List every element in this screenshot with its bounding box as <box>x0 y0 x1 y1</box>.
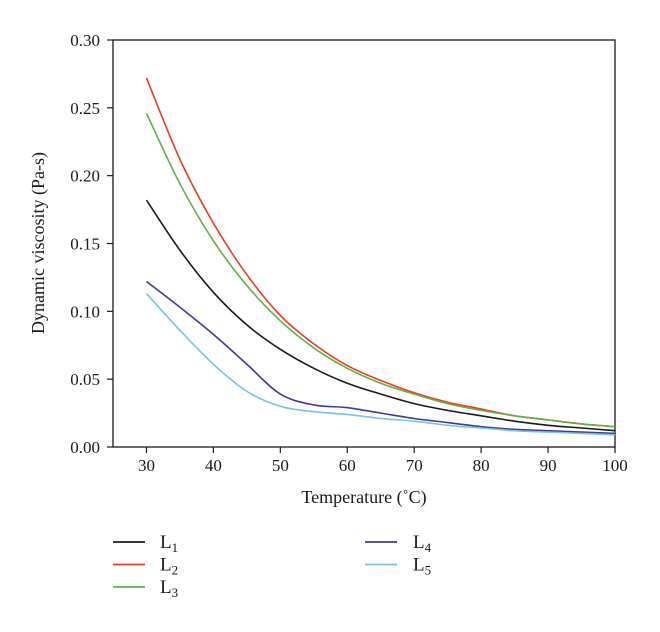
legend-label-subscript: 3 <box>172 585 179 600</box>
legend-label-l5: L5 <box>413 555 431 578</box>
y-tick-label: 0.20 <box>70 167 100 186</box>
x-tick-label: 80 <box>473 456 490 475</box>
x-tick-label: 60 <box>339 456 356 475</box>
x-tick-label: 30 <box>138 456 155 475</box>
legend-label-l1: L1 <box>160 532 178 555</box>
legend-label-base: L <box>413 555 425 576</box>
legend-label-base: L <box>413 532 425 553</box>
legend-label-subscript: 1 <box>172 540 179 555</box>
x-tick-label: 70 <box>406 456 423 475</box>
x-axis: 30 40 50 60 70 80 90 100 <box>138 447 628 475</box>
legend-label-base: L <box>160 577 172 598</box>
legend-label-subscript: 4 <box>425 540 432 555</box>
series-line-l5 <box>145 293 616 436</box>
plot-area-frame <box>112 39 616 448</box>
legend-label-l4: L4 <box>413 532 432 555</box>
series-line-l3 <box>145 112 616 428</box>
legend-label-l3: L3 <box>160 577 178 600</box>
legend-label-subscript: 5 <box>425 563 432 578</box>
legend-label-subscript: 2 <box>172 563 179 578</box>
series-line-l2 <box>145 77 616 428</box>
y-tick-label: 0.05 <box>70 370 100 389</box>
x-tick-label: 100 <box>602 456 628 475</box>
y-axis: 0.00 0.05 0.10 0.15 0.20 0.25 0.30 <box>70 31 113 457</box>
x-tick-label: 50 <box>272 456 289 475</box>
y-tick-label: 0.15 <box>70 235 100 254</box>
y-tick-label: 0.10 <box>70 302 100 321</box>
x-tick-label: 40 <box>205 456 222 475</box>
y-tick-label: 0.25 <box>70 99 100 118</box>
legend-label-base: L <box>160 555 172 576</box>
series-lines <box>145 77 616 436</box>
legend-label-base: L <box>160 532 172 553</box>
legend-label-l2: L2 <box>160 555 178 578</box>
x-tick-label: 90 <box>540 456 557 475</box>
series-line-l4 <box>145 280 616 435</box>
y-tick-label: 0.30 <box>70 31 100 50</box>
x-axis-title: Temperature (˚C) <box>301 487 426 508</box>
y-tick-label: 0.00 <box>70 438 100 457</box>
series-line-l1 <box>145 199 616 432</box>
y-axis-title: Dynamic viscosity (Pa-s) <box>28 152 49 334</box>
